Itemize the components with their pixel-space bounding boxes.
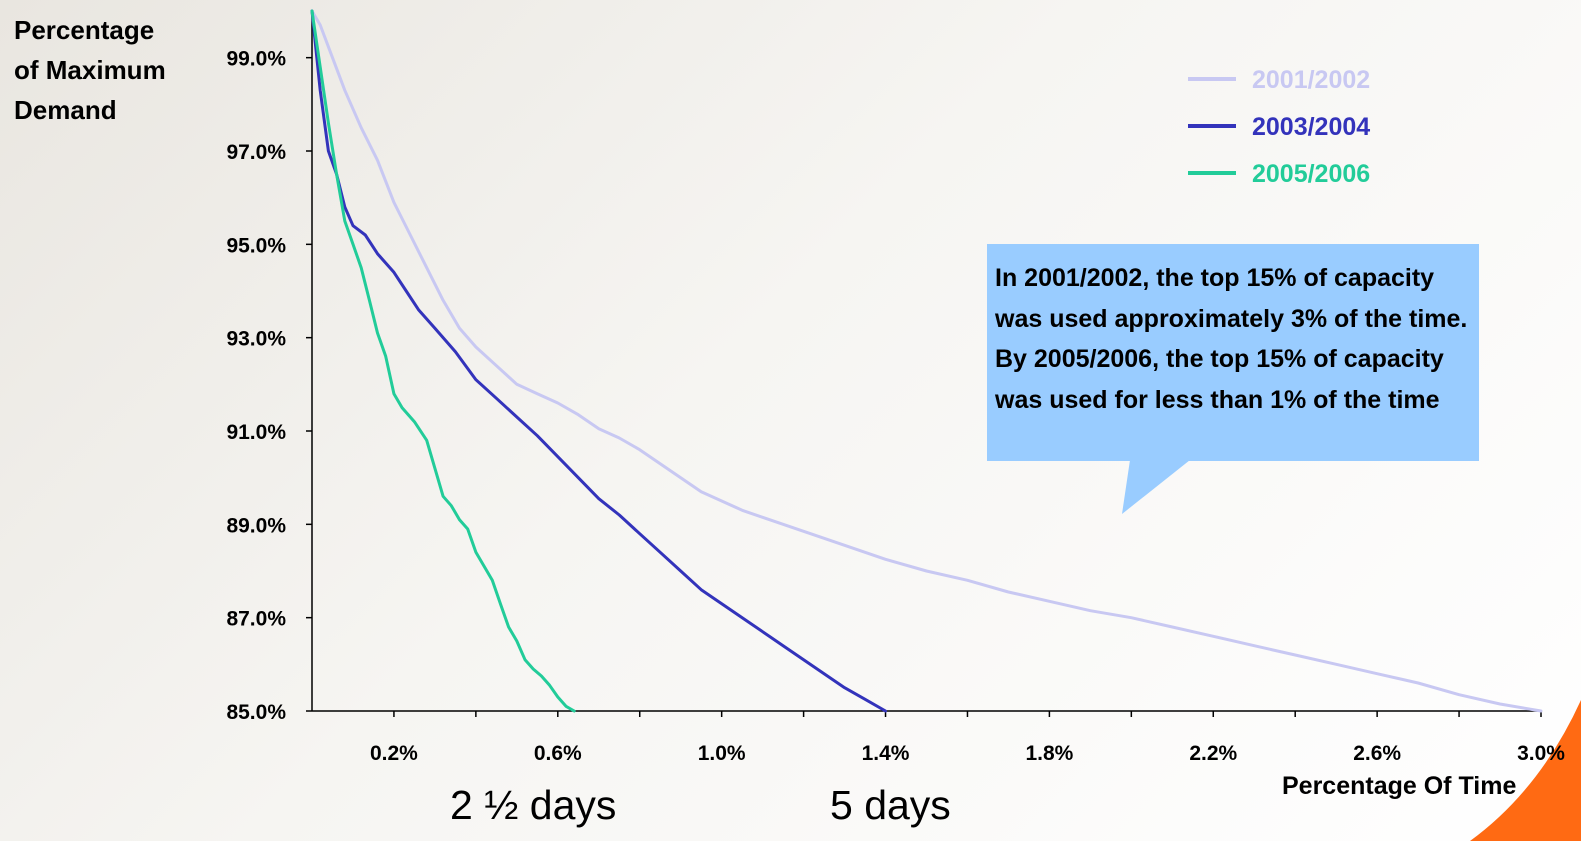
series-line-2001-2002	[310, 9, 1543, 713]
x-tick-label: 1.4%	[862, 742, 910, 765]
legend-entry: 2003/2004	[1252, 113, 1370, 141]
y-tick-label: 99.0%	[226, 48, 286, 71]
corner-decoration	[1470, 700, 1581, 841]
y-tick-label: 95.0%	[226, 234, 286, 257]
x-tick-label: 3.0%	[1517, 742, 1565, 765]
callout-text: In 2001/2002, the top 15% of capacity wa…	[995, 264, 1468, 414]
y-tick-label: 91.0%	[226, 421, 286, 444]
x-tick-label: 2.6%	[1353, 742, 1401, 765]
chart-legend: 2001/2002 2003/2004 2005/2006	[1188, 66, 1370, 188]
x-tick-label: 2.2%	[1189, 742, 1237, 765]
annotation-two-and-half-days: 2 ½ days	[450, 782, 617, 828]
series-line-2003-2004	[310, 9, 887, 713]
callout-box: In 2001/2002, the top 15% of capacity wa…	[987, 244, 1479, 461]
series-line-2005-2006	[310, 9, 576, 713]
x-tick-label: 0.2%	[370, 742, 418, 765]
legend-entry: 2001/2002	[1252, 66, 1370, 94]
x-tick-label: 1.8%	[1025, 742, 1073, 765]
y-tick-label: 97.0%	[226, 141, 286, 164]
chart-axes: 99.0% 97.0% 95.0% 93.0% 91.0% 89.0% 87.0% 85.0%…	[226, 11, 1565, 765]
y-tick-label: 89.0%	[226, 514, 286, 537]
chart-series	[310, 9, 1543, 713]
y-tick-label: 87.0%	[226, 608, 286, 631]
x-axis-label: Percentage Of Time	[1282, 772, 1517, 800]
y-tick-label: 93.0%	[226, 328, 286, 351]
x-tick-label: 1.0%	[698, 742, 746, 765]
annotation-five-days: 5 days	[830, 782, 951, 828]
legend-entry: 2005/2006	[1252, 160, 1370, 188]
y-axis-label: Percentage of Maximum Demand	[14, 15, 166, 125]
x-tick-label: 0.6%	[534, 742, 582, 765]
y-tick-label: 85.0%	[226, 701, 286, 724]
